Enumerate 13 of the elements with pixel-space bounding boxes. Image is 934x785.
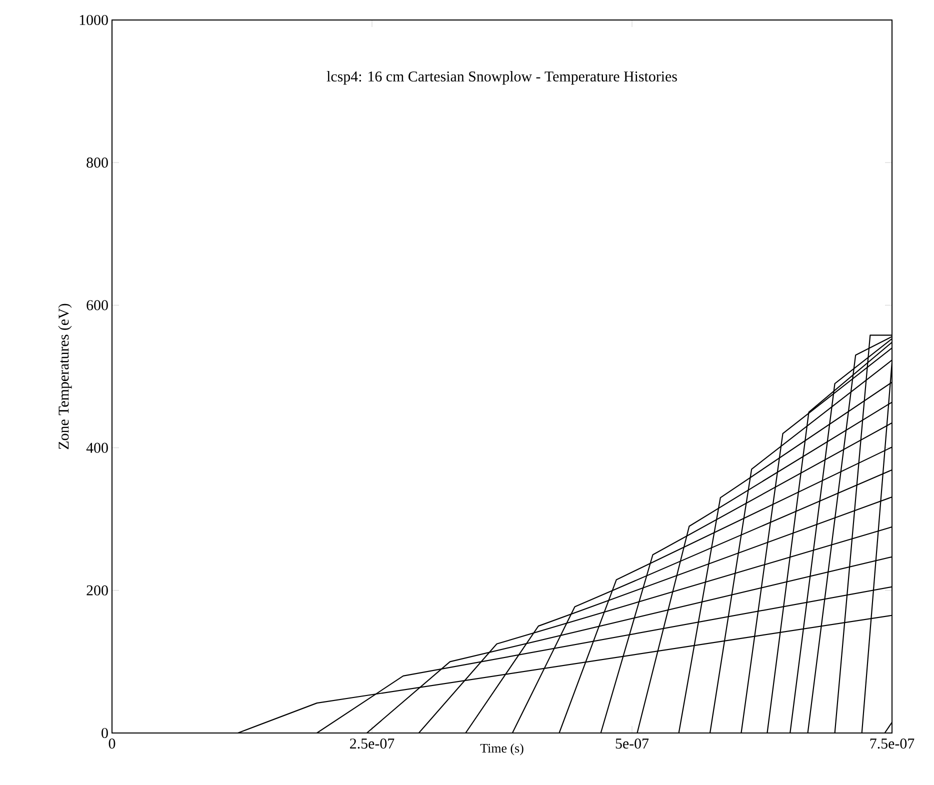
- x-tick-label: 0: [108, 738, 116, 749]
- y-tick-label: 600: [86, 300, 108, 310]
- y-axis-title: Zone Temperatures (eV): [58, 304, 72, 450]
- x-tick-label: 5e-07: [616, 738, 649, 749]
- x-tick-label: 2.5e-07: [350, 738, 394, 749]
- x-tick-label: 7.5e-07: [870, 738, 914, 749]
- y-tick-label: 400: [86, 442, 108, 453]
- y-tick-label: 0: [102, 728, 108, 738]
- text: lcsp4: 16 cm Cartesian Snowplow - Temperature Histories: [326, 71, 677, 85]
- y-tick-label: 200: [86, 585, 108, 596]
- y-tick-label: 1000: [80, 14, 108, 26]
- x-axis-title: Time (s): [480, 744, 524, 756]
- y-tick-label: 800: [86, 158, 108, 168]
